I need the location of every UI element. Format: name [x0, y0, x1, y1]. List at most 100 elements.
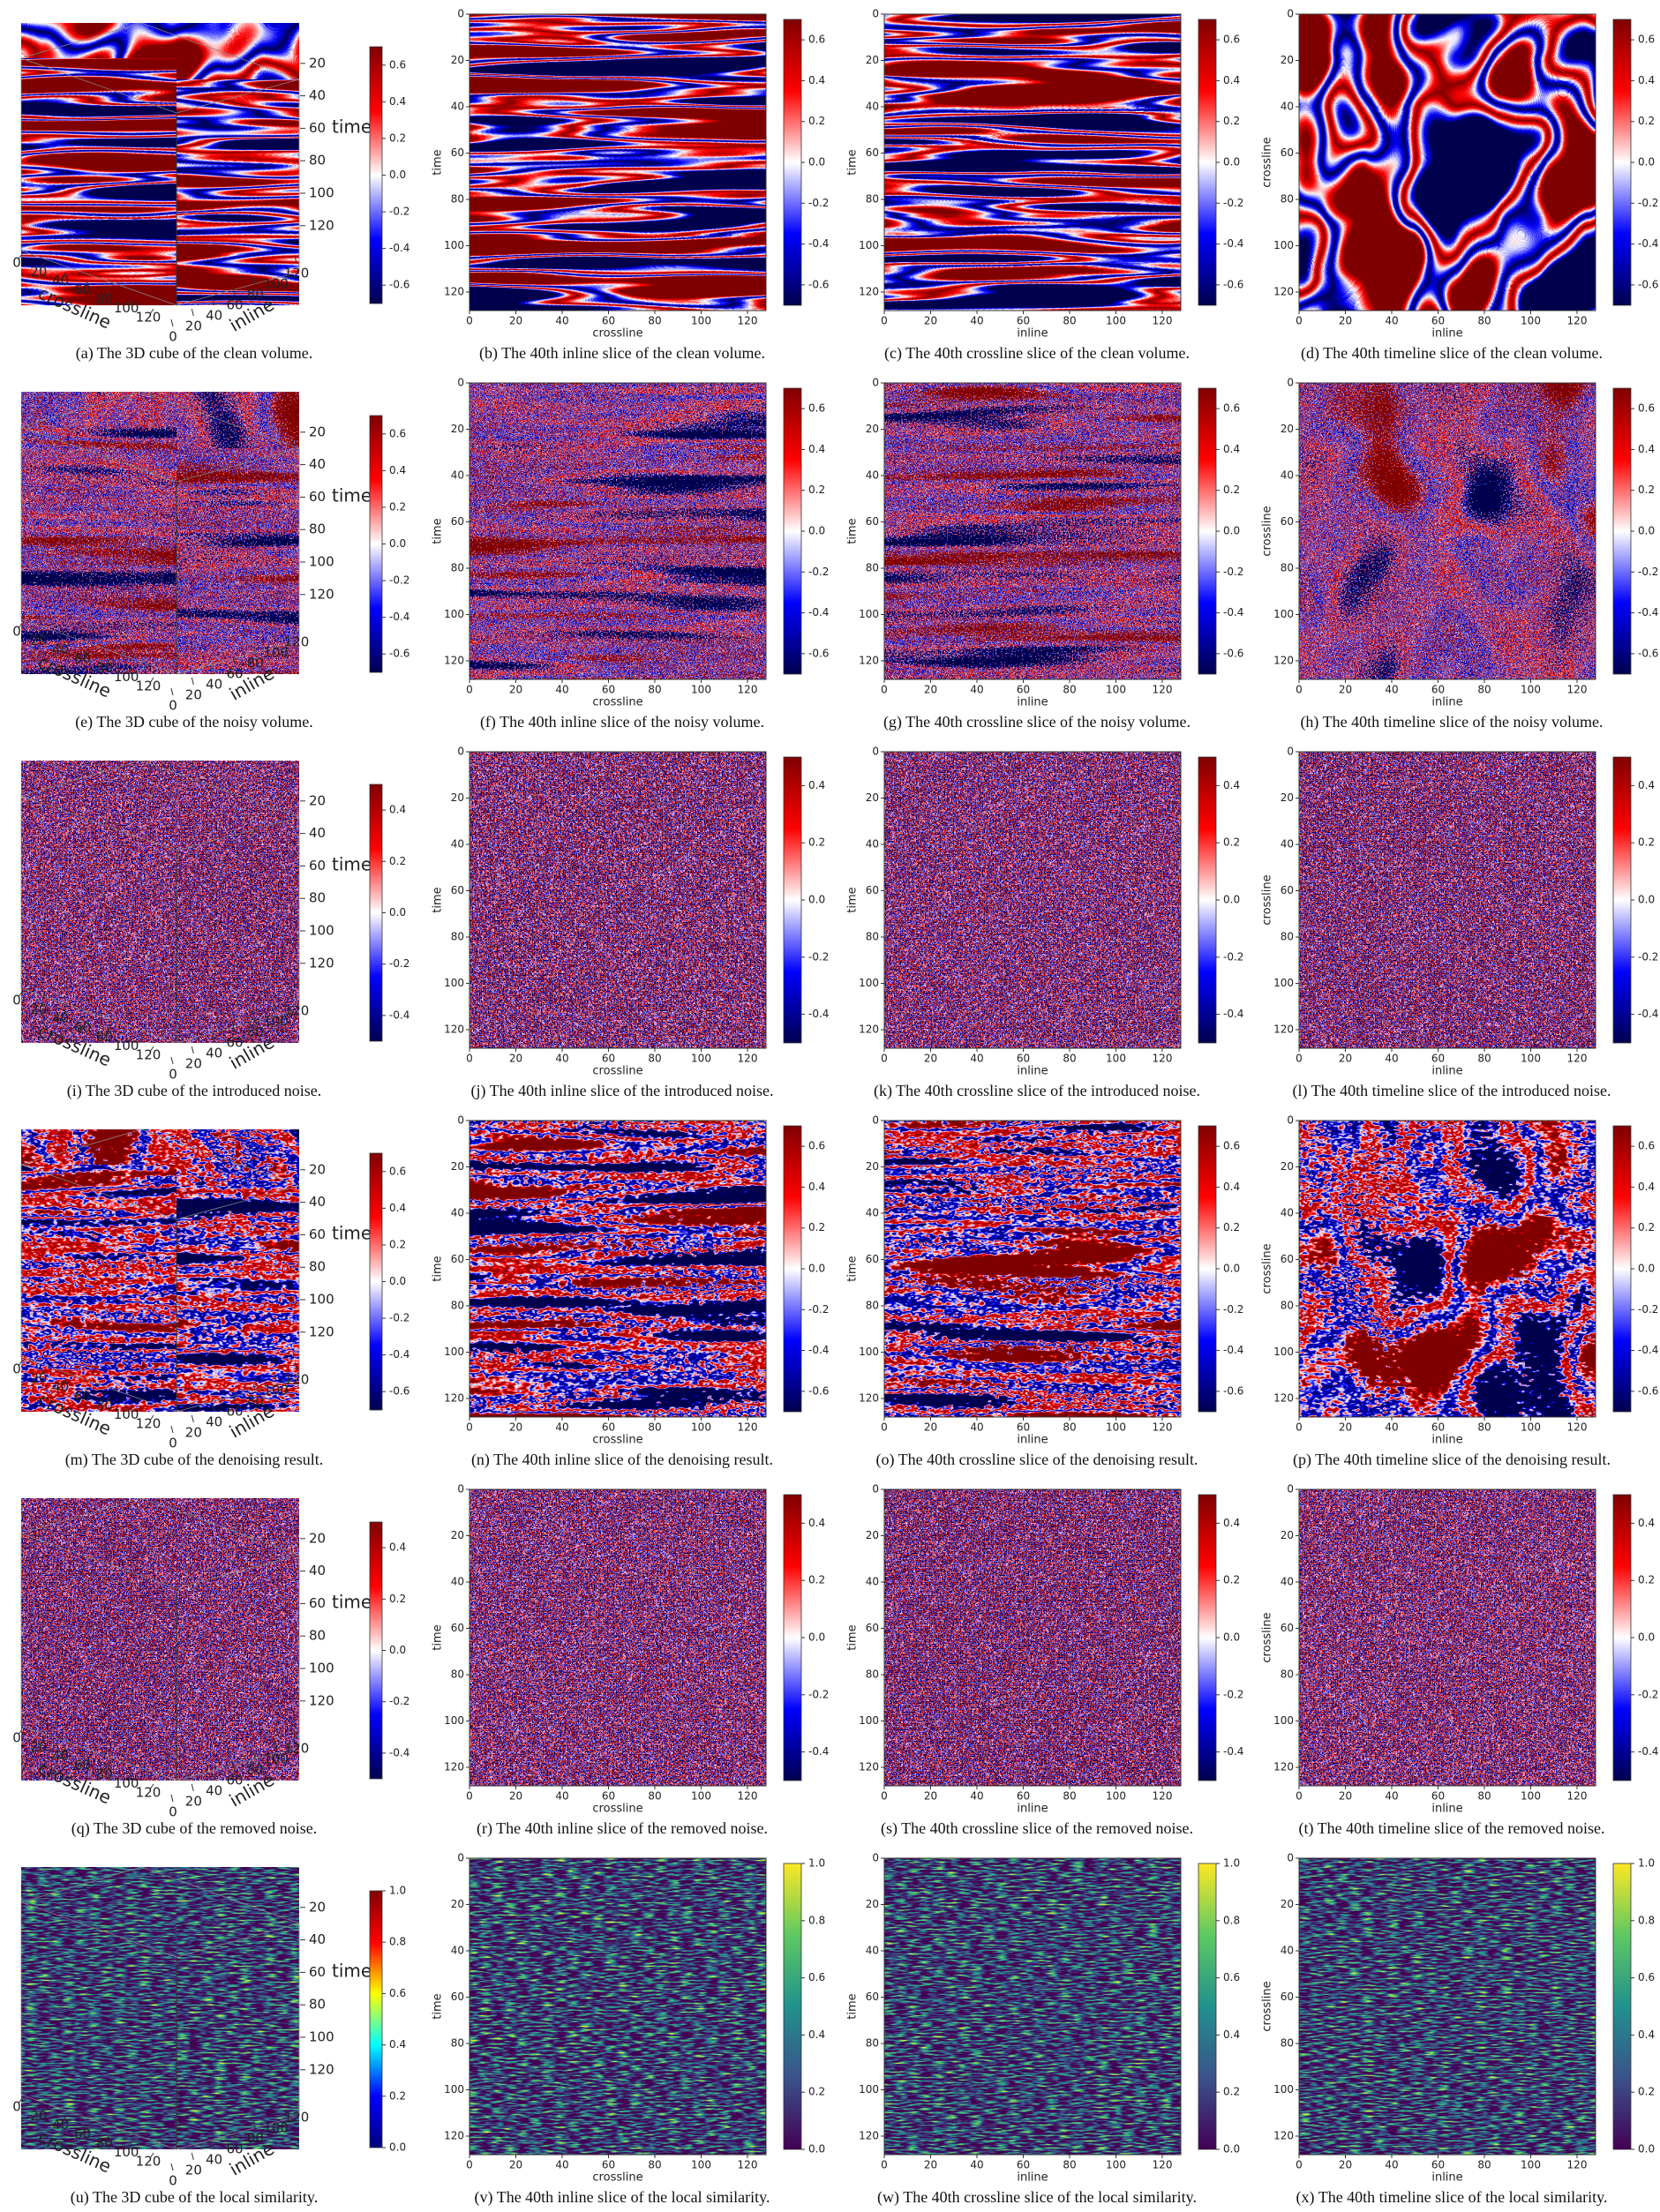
cube-inline-tick: [252, 645, 256, 654]
colorbar-tick-label: 0.0: [1638, 2143, 1655, 2156]
cube-time-tick-label: 20: [309, 1899, 326, 1915]
cube-crossline-tick: [127, 1774, 132, 1781]
y-axis-label: time: [432, 149, 445, 175]
y-tick-label: 20: [866, 791, 879, 804]
colorbar-tick-label: 0.6: [1223, 1971, 1240, 1983]
colorbar-tick-label: -0.6: [1223, 1384, 1243, 1397]
slice-image: [1299, 383, 1596, 679]
x-axis-label: inline: [1431, 1803, 1462, 1816]
cube-crossline-tick: [18, 253, 23, 260]
x-tick-label: 0: [881, 684, 888, 696]
slice-image: [1299, 1858, 1596, 2155]
cube-crossline-tick: [62, 1378, 67, 1384]
cube-inline-tick: [252, 1751, 256, 1760]
y-tick-label: 60: [451, 146, 464, 159]
y-tick-label: 120: [1273, 1761, 1294, 1773]
caption: (x) The 40th timeline slice of the local…: [1296, 2188, 1608, 2207]
cube-crossline-tick-label: 100: [114, 300, 139, 316]
x-axis-label: inline: [1017, 2171, 1048, 2185]
y-tick-label: 120: [1273, 1024, 1294, 1036]
cube-inline-tick-label: 60: [226, 666, 243, 682]
cube-inline-tick-label: 80: [247, 656, 264, 671]
y-tick-label: 60: [1281, 515, 1294, 528]
colorbar-tick-label: 0.2: [808, 2086, 825, 2098]
colorbar-tick-label: 1.0: [1638, 1857, 1655, 1870]
colorbar: [1198, 756, 1217, 1044]
colorbar-tick-label: 0.6: [1223, 402, 1240, 415]
cube-inline-tick-label: 120: [284, 1741, 310, 1757]
colorbar-tick-label: 0.2: [1223, 1221, 1240, 1233]
cube-crossline-tick-label: 120: [136, 310, 161, 326]
x-axis-label: inline: [1017, 1803, 1048, 1816]
cube-time-label: time: [332, 116, 372, 138]
x-tick-label: 60: [602, 1790, 615, 1803]
cube-crossline-tick-label: 0: [12, 1361, 21, 1377]
x-tick-label: 60: [1431, 684, 1445, 696]
colorbar-tick-label: -0.2: [808, 1303, 829, 1316]
colorbar-tick-label: 0.2: [1638, 836, 1655, 849]
colorbar-tick-label: -0.2: [808, 197, 829, 209]
cube-crossline-tick-label: 120: [136, 679, 161, 694]
cube-time-tick-label: 60: [309, 1226, 326, 1242]
cube-crossline-tick-label: 20: [30, 264, 47, 280]
x-tick-label: 120: [738, 1790, 758, 1803]
cube-time-tick-label: 100: [309, 2029, 334, 2045]
cube-right-face: [177, 79, 299, 305]
cube-right-face: [177, 817, 299, 1043]
slice-image: [884, 14, 1181, 311]
y-tick-label: 100: [1273, 1714, 1294, 1727]
cube-crossline-tick: [62, 1747, 67, 1753]
y-tick-label: 60: [866, 515, 879, 528]
cube-time-tick-label: 80: [309, 153, 326, 169]
x-tick-label: 40: [555, 684, 568, 696]
cube-inline-tick: [232, 1393, 236, 1402]
x-tick-label: 0: [466, 1053, 473, 1065]
cube-crossline-tick: [127, 1406, 132, 1412]
colorbar-tick-label: 0.2: [389, 1593, 406, 1605]
cube-crossline-tick-label: 20: [30, 1001, 47, 1017]
colorbar-tick-label: 1.0: [1223, 1857, 1240, 1870]
cube-time-tick-label: 40: [309, 456, 326, 472]
colorbar: [1198, 1125, 1217, 1413]
x-tick-label: 100: [1106, 684, 1126, 696]
cube-inline-tick: [191, 308, 194, 317]
cube-inline-tick-label: 80: [247, 287, 264, 303]
y-tick-label: 80: [1281, 1668, 1294, 1681]
y-tick-label: 60: [1281, 1622, 1294, 1634]
cube-time-label: time: [332, 485, 372, 506]
cube-inline-tick-label: 0: [169, 2173, 177, 2189]
y-axis-label: crossline: [1261, 506, 1274, 556]
x-tick-label: 120: [1153, 1053, 1173, 1065]
slice-image: [469, 752, 766, 1048]
cube-crossline-tick-label: 60: [74, 1389, 91, 1405]
y-axis-label: crossline: [1261, 1981, 1274, 2031]
cube-time-label: time: [332, 1223, 372, 1244]
x-tick-label: 80: [648, 684, 661, 696]
y-tick-label: 80: [866, 2037, 879, 2050]
colorbar-tick-label: 0.0: [1638, 1263, 1655, 1275]
cube-top-face: [21, 1867, 299, 1957]
cube-inline-tick: [274, 1741, 277, 1750]
cube-crossline-tick-label: 80: [96, 2135, 113, 2151]
cube-left-face: [21, 1902, 177, 2149]
cube-crossline-tick: [18, 1360, 23, 1367]
colorbar-tick-label: 0.0: [389, 537, 406, 550]
x-tick-label: 40: [555, 2159, 568, 2171]
colorbar-tick-label: 0.2: [808, 1574, 825, 1586]
x-tick-label: 100: [1106, 1421, 1126, 1434]
cube-inline-tick: [232, 287, 236, 296]
x-axis-label: crossline: [592, 327, 642, 341]
y-tick-label: 0: [1287, 746, 1294, 758]
cube-inline-tick-label: 0: [169, 698, 177, 714]
y-tick-label: 0: [872, 377, 879, 389]
y-tick-label: 40: [866, 838, 879, 851]
cube-crossline-tick-label: 60: [74, 1758, 91, 1773]
cube-inline-tick: [252, 276, 256, 285]
cube-inline-tick-label: 60: [226, 1773, 243, 1788]
x-tick-label: 60: [1017, 2159, 1030, 2171]
cube-time-tick-label: 60: [309, 1964, 326, 1980]
colorbar-tick-label: 0.6: [389, 58, 406, 71]
cube-inline-tick: [191, 1046, 194, 1054]
cube-crossline-tick-label: 100: [114, 669, 139, 685]
y-tick-label: 0: [457, 1483, 464, 1496]
